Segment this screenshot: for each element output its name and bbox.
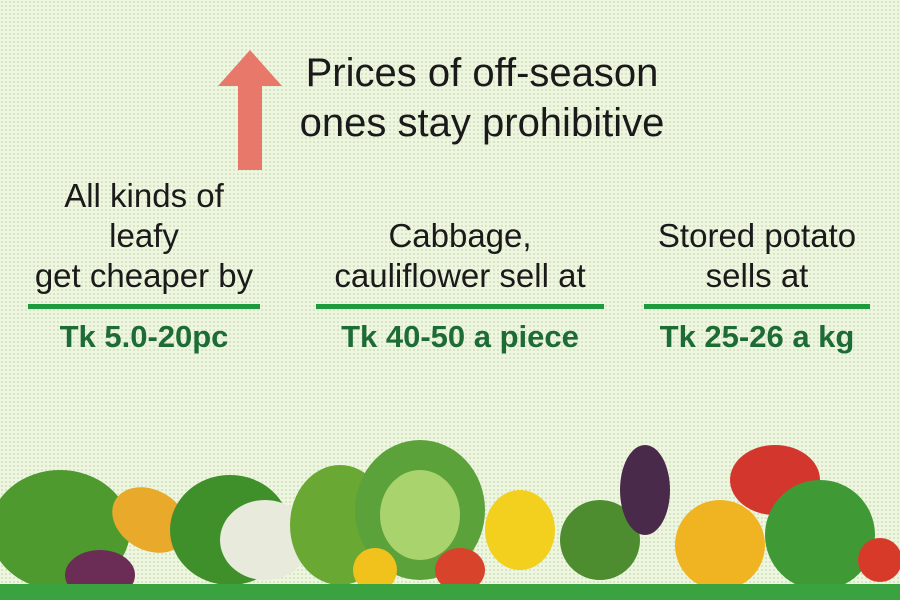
ground-strip	[0, 584, 900, 600]
column-label: Cabbage,	[388, 217, 532, 254]
headline-line-2: ones stay prohibitive	[299, 101, 665, 145]
vegetables-illustration	[0, 440, 900, 600]
divider	[316, 304, 604, 309]
leafy-column: All kinds of leafy get cheaper by Tk 5.0-…	[28, 177, 260, 355]
column-value: Tk 40-50 a piece	[341, 319, 579, 354]
potato-column: Stored potato sells at Tk 25-26 a kg	[644, 212, 870, 355]
arrow-up-icon	[218, 50, 282, 170]
column-label: get cheaper by	[34, 257, 254, 294]
headline: Prices of off-season ones stay prohibiti…	[292, 48, 672, 148]
column-label: sells at	[705, 257, 809, 294]
column-value: Tk 5.0-20pc	[59, 319, 229, 354]
column-value: Tk 25-26 a kg	[659, 319, 855, 354]
column-label: All kinds of leafy	[64, 177, 224, 254]
headline-line-1: Prices of off-season	[305, 51, 659, 95]
column-label: cauliflower sell at	[334, 257, 586, 294]
divider	[28, 304, 260, 309]
column-label: Stored potato	[657, 217, 857, 254]
divider	[644, 304, 870, 309]
cabbage-column: Cabbage, cauliflower sell at Tk 40-50 a p…	[316, 212, 604, 355]
